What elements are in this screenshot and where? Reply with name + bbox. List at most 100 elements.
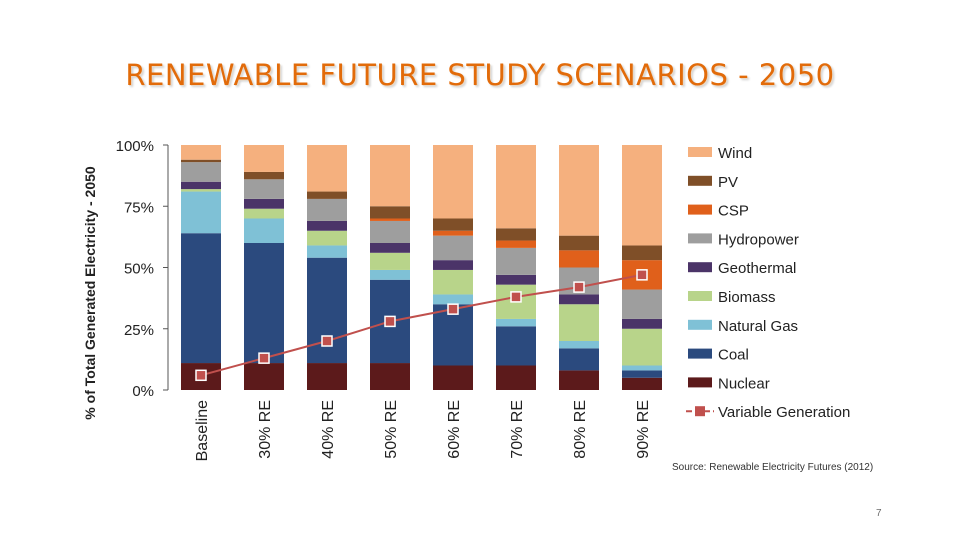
variable-generation-point: [636, 269, 648, 281]
bar-segment-biomass: [244, 208, 284, 219]
bar-segment-nuclear: [496, 365, 536, 390]
legend-label: Biomass: [718, 289, 776, 306]
bar-segment-geothermal: [370, 243, 410, 253]
bar-segment-wind: [559, 145, 599, 236]
y-tick-label: 0%: [132, 383, 154, 400]
bar-segment-wind: [433, 145, 473, 219]
bar-segment-csp: [370, 218, 410, 221]
bar-segment-coal: [496, 326, 536, 366]
bar-segment-wind: [622, 145, 662, 246]
category-label: 90% RE: [635, 400, 652, 459]
bar-segment-pv: [496, 228, 536, 241]
y-tick-label: 50%: [124, 261, 154, 278]
bar-segment-natural-gas: [559, 341, 599, 349]
bar-segment-pv: [433, 218, 473, 231]
legend-swatch-geothermal: [688, 262, 712, 273]
bar-segment-coal: [559, 348, 599, 371]
bar-segment-natural-gas: [370, 269, 410, 280]
legend-label: PV: [718, 174, 738, 191]
bar-segment-natural-gas: [244, 218, 284, 243]
y-axis-label: % of Total Generated Electricity - 2050: [82, 166, 98, 420]
legend-marker-swatch: [695, 406, 705, 417]
variable-generation-point: [573, 281, 585, 293]
bar-segment-nuclear: [559, 370, 599, 390]
bar-segment-natural-gas: [433, 294, 473, 305]
bar-segment-natural-gas: [307, 245, 347, 258]
bar-segment-geothermal: [496, 274, 536, 285]
bar-segment-natural-gas: [622, 365, 662, 371]
bar-segment-wind: [370, 145, 410, 207]
bar-segment-geothermal: [244, 198, 284, 209]
legend-swatch-csp: [688, 204, 712, 215]
y-tick-label: 25%: [124, 322, 154, 339]
legend-label: Coal: [718, 347, 749, 364]
variable-generation-line: [195, 269, 648, 382]
legend-swatch-wind: [688, 147, 712, 157]
bar-segment-wind: [181, 145, 221, 160]
bar-segment-geothermal: [433, 260, 473, 270]
legend-swatch-coal: [688, 348, 712, 359]
variable-generation-point: [195, 369, 207, 382]
bar-segment-pv: [370, 206, 410, 219]
bar-segment-nuclear: [622, 377, 662, 390]
bar-segment-biomass: [307, 230, 347, 246]
legend-swatch-pv: [688, 175, 712, 186]
category-label: 80% RE: [572, 400, 589, 459]
bar-segment-geothermal: [559, 294, 599, 305]
variable-generation-point: [321, 335, 333, 347]
legend-label: Variable Generation: [718, 404, 850, 421]
bar-segment-wind: [307, 145, 347, 192]
bar-segment-nuclear: [244, 363, 284, 390]
legend-label: Natural Gas: [718, 318, 798, 335]
bar-segment-geothermal: [181, 181, 221, 190]
bar-segment-biomass: [433, 269, 473, 295]
bar-segment-natural-gas: [496, 318, 536, 327]
bar-segment-coal: [307, 257, 347, 364]
bar-segment-hydropower: [496, 247, 536, 275]
bar-segment-nuclear: [370, 363, 410, 390]
legend-label: CSP: [718, 203, 749, 220]
y-tick-label: 75%: [124, 199, 154, 216]
bar-segment-pv: [181, 159, 221, 163]
legend-swatch-biomass: [688, 291, 712, 301]
bar-segment-coal: [622, 370, 662, 378]
bar-segment-pv: [307, 191, 347, 199]
bar-segment-wind: [496, 145, 536, 229]
category-label: 60% RE: [446, 400, 463, 459]
bar-segment-coal: [181, 233, 221, 364]
bar-segment-hydropower: [622, 289, 662, 319]
bar-segment-csp: [559, 250, 599, 268]
category-label: 30% RE: [257, 400, 274, 459]
bar-segment-geothermal: [307, 220, 347, 231]
variable-generation-point: [384, 315, 396, 328]
y-tick-label: 100%: [116, 138, 154, 155]
bar-segment-nuclear: [307, 363, 347, 390]
bar-segment-coal: [244, 243, 284, 364]
category-label: 40% RE: [320, 400, 337, 459]
bar-segment-biomass: [370, 252, 410, 270]
bar-segment-natural-gas: [181, 191, 221, 234]
bar-segment-biomass: [559, 304, 599, 341]
chart-axes: 0% 25% 50% 75% 100% % of Total Generated Elec…: [82, 138, 652, 461]
legend-label: Wind: [718, 145, 752, 162]
bar-segment-hydropower: [370, 220, 410, 243]
bar-segment-wind: [244, 145, 284, 172]
variable-generation-path: [200, 273, 643, 377]
bar-segment-pv: [244, 171, 284, 180]
category-label: 70% RE: [509, 400, 526, 459]
legend-label: Nuclear: [718, 375, 770, 392]
bar-segment-csp: [433, 230, 473, 236]
variable-generation-point: [258, 352, 270, 364]
bar-segment-hydropower: [181, 162, 221, 182]
legend-swatch-hydropower: [688, 233, 712, 244]
chart-legend: Wind PV CSP Hydropower Geothermal Biomass Natu…: [686, 145, 850, 421]
chart-source: Source: Renewable Electricity Futures (2…: [672, 462, 873, 473]
category-label: 50% RE: [383, 400, 400, 459]
bar-segment-pv: [559, 235, 599, 251]
bar-segment-biomass: [181, 189, 221, 192]
bar-segment-hydropower: [244, 179, 284, 199]
category-label: Baseline: [194, 400, 211, 461]
chart-bars: [181, 145, 662, 390]
slide-number: 7: [876, 508, 882, 519]
